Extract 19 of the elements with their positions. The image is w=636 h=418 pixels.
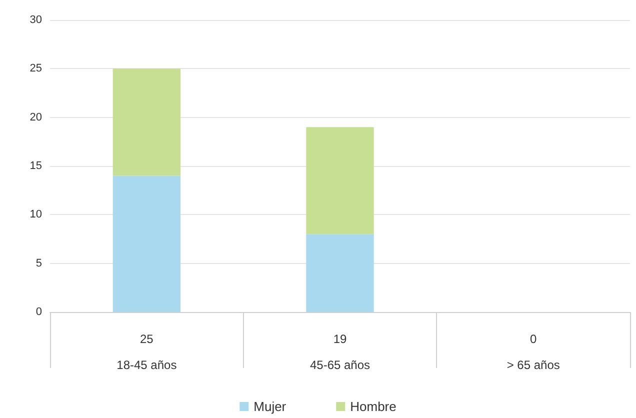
total-label: 0 [530, 332, 537, 346]
y-tick-label: 0 [36, 306, 42, 318]
bar [112, 68, 180, 176]
bar [306, 234, 374, 312]
x-tick-label: > 65 años [506, 358, 560, 372]
bar [112, 176, 180, 312]
total-label: 19 [333, 332, 347, 346]
total-label: 25 [140, 332, 154, 346]
x-tick-label: 45-65 años [310, 358, 370, 372]
bar [306, 127, 374, 234]
x-tick-label: 18-45 años [116, 358, 177, 372]
legend-label: Hombre [350, 399, 396, 414]
y-tick-label: 10 [30, 208, 42, 221]
y-tick-label: 30 [30, 14, 42, 26]
y-tick-label: 25 [30, 62, 42, 75]
legend-label: Mujer [254, 399, 287, 414]
y-tick-label: 15 [30, 160, 42, 172]
y-tick-label: 5 [36, 257, 42, 270]
y-tick-label: 20 [30, 111, 42, 124]
